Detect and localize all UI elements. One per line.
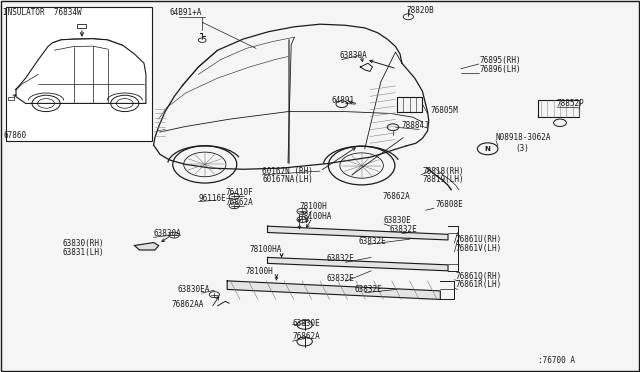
Text: 76862A: 76862A [382, 192, 410, 201]
Polygon shape [268, 226, 448, 240]
Text: 78100HA: 78100HA [300, 212, 332, 221]
Text: 76410F: 76410F [226, 188, 253, 197]
Text: 76862A: 76862A [292, 332, 320, 341]
Text: 64B91+A: 64B91+A [170, 8, 202, 17]
Text: 76861V(LH): 76861V(LH) [456, 244, 502, 253]
Text: 60167N (RH): 60167N (RH) [262, 167, 313, 176]
Text: 76895(RH): 76895(RH) [480, 56, 522, 65]
Polygon shape [134, 243, 159, 250]
Text: 63832E: 63832E [326, 274, 354, 283]
Text: 63830(RH): 63830(RH) [63, 239, 104, 248]
Polygon shape [268, 257, 448, 271]
Text: 96116E: 96116E [198, 194, 226, 203]
Text: 76862AA: 76862AA [172, 300, 204, 309]
Text: 63830A: 63830A [154, 229, 181, 238]
Text: N08918-3062A: N08918-3062A [496, 134, 552, 142]
Text: 63832E: 63832E [326, 254, 354, 263]
Text: N: N [484, 146, 491, 152]
Text: 63830A: 63830A [339, 51, 367, 60]
Text: INSULATOR  76834W: INSULATOR 76834W [3, 8, 82, 17]
Text: 63832E: 63832E [358, 237, 386, 246]
Text: 78884J: 78884J [402, 121, 429, 130]
Text: 60167NA(LH): 60167NA(LH) [262, 175, 313, 184]
Text: 78852P: 78852P [557, 99, 584, 108]
Text: 78820B: 78820B [406, 6, 434, 15]
Text: 78818(RH): 78818(RH) [422, 167, 464, 176]
Text: 63832E: 63832E [355, 285, 382, 294]
Bar [6, 7, 152, 141]
Text: 78100H: 78100H [300, 202, 327, 211]
Text: 63830E: 63830E [292, 319, 320, 328]
Text: 76861Q(RH): 76861Q(RH) [456, 272, 502, 281]
Text: (3): (3) [516, 144, 530, 153]
Text: 76808E: 76808E [435, 201, 463, 209]
Text: 63830EA: 63830EA [178, 285, 211, 294]
Text: 76862A: 76862A [226, 198, 253, 207]
Text: 78100H: 78100H [246, 267, 273, 276]
Text: 63831(LH): 63831(LH) [63, 248, 104, 257]
Text: 76896(LH): 76896(LH) [480, 65, 522, 74]
Polygon shape [227, 281, 440, 299]
Text: 76805M: 76805M [430, 106, 458, 115]
Text: 76861U(RH): 76861U(RH) [456, 235, 502, 244]
Text: :76700 A: :76700 A [538, 356, 575, 365]
Text: 76861R(LH): 76861R(LH) [456, 280, 502, 289]
Text: 67860: 67860 [3, 131, 26, 140]
Text: 63830E: 63830E [384, 216, 412, 225]
Bar [8, 97, 14, 100]
Bar [77, 24, 86, 28]
Text: 78100HA: 78100HA [250, 245, 282, 254]
Text: 64891: 64891 [332, 96, 355, 105]
Text: 78819(LH): 78819(LH) [422, 175, 464, 184]
Text: 63832E: 63832E [389, 225, 417, 234]
